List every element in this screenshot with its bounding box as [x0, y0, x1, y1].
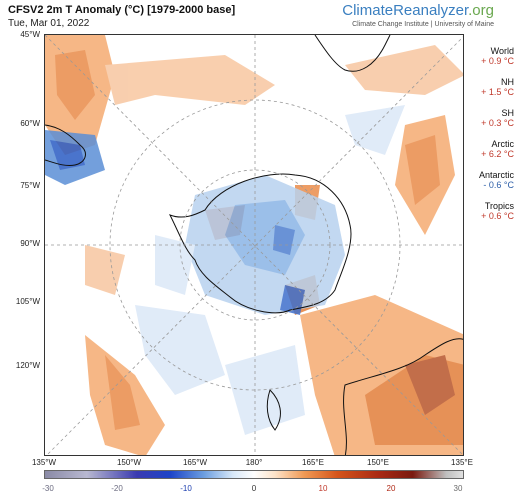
map-date: Tue, Mar 01, 2022: [8, 18, 90, 29]
lon-label-180: 180°: [245, 458, 263, 467]
stat-name: Antarctic: [478, 170, 514, 180]
new-zealand-coastline: [266, 389, 281, 431]
colorbar-tick: -10: [180, 484, 192, 493]
colorbar-tick: 10: [318, 484, 328, 493]
lat-label-45w: 45°W: [20, 30, 40, 39]
antarctica-coastline: [168, 173, 352, 314]
brand-logo[interactable]: ClimateReanalyzer.org: [342, 2, 494, 19]
stat-arctic: Arctic + 6.2 °C: [468, 139, 514, 159]
stat-world: World + 0.9 °C: [468, 46, 514, 66]
stat-value: + 0.3 °C: [481, 118, 514, 128]
stat-name: Arctic: [491, 139, 515, 149]
brand-subtitle: Climate Change Institute | University of…: [352, 21, 494, 28]
map-svg: [45, 35, 463, 455]
stat-name: Tropics: [484, 201, 514, 211]
stat-antarctic: Antarctic - 0.6 °C: [468, 170, 514, 190]
colorbar-tick: 0: [251, 484, 257, 493]
map-title: CFSV2 2m T Anomaly (°C) [1979-2000 base]: [8, 4, 236, 16]
lon-label-165e: 165°E: [302, 458, 324, 467]
stat-name: World: [490, 46, 514, 56]
lon-label-165w: 165°W: [182, 458, 208, 467]
brand-main: ClimateReanalyzer: [342, 2, 469, 19]
brand-tld: .org: [468, 2, 494, 19]
lon-label-135w: 135°W: [31, 458, 57, 467]
stat-tropics: Tropics + 0.6 °C: [468, 201, 514, 221]
anomaly-map[interactable]: [44, 34, 464, 456]
lat-label-75w: 75°W: [20, 181, 40, 190]
lat-label-60w: 60°W: [20, 119, 40, 128]
stat-value: + 6.2 °C: [481, 149, 514, 159]
stat-value: + 1.5 °C: [481, 87, 514, 97]
stat-name: SH: [501, 108, 514, 118]
stats-panel: World + 0.9 °C NH + 1.5 °C SH + 0.3 °C A…: [468, 46, 514, 232]
lat-label-90w: 90°W: [20, 239, 40, 248]
colorbar-tick: 20: [386, 484, 396, 493]
colorbar: [44, 470, 464, 479]
stat-value: + 0.6 °C: [481, 211, 514, 221]
stat-name: NH: [501, 77, 514, 87]
colorbar-tick: 30: [453, 484, 463, 493]
lat-label-105w: 105°W: [15, 297, 40, 306]
lon-label-150e: 150°E: [367, 458, 389, 467]
colorbar-tick: -30: [42, 484, 54, 493]
stat-value: + 0.9 °C: [481, 56, 514, 66]
south-america-coastline: [45, 124, 86, 166]
graticule: [45, 35, 463, 455]
lon-label-150w: 150°W: [116, 458, 142, 467]
colorbar-tick: -20: [111, 484, 123, 493]
stat-value: - 0.6 °C: [483, 180, 514, 190]
lon-label-135e: 135°E: [451, 458, 473, 467]
lat-label-120w: 120°W: [15, 361, 40, 370]
stat-nh: NH + 1.5 °C: [468, 77, 514, 97]
stat-sh: SH + 0.3 °C: [468, 108, 514, 128]
australia-coastline: [343, 338, 463, 455]
africa-coastline: [314, 35, 391, 72]
